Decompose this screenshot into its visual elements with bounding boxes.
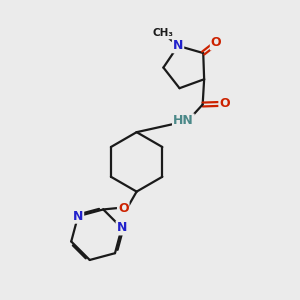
Text: O: O [219,98,230,110]
Text: HN: HN [173,114,194,128]
Text: O: O [211,37,221,50]
Text: O: O [118,202,129,215]
Text: N: N [173,39,183,52]
Text: N: N [117,221,127,234]
Text: CH₃: CH₃ [153,28,174,38]
Text: N: N [73,210,83,223]
